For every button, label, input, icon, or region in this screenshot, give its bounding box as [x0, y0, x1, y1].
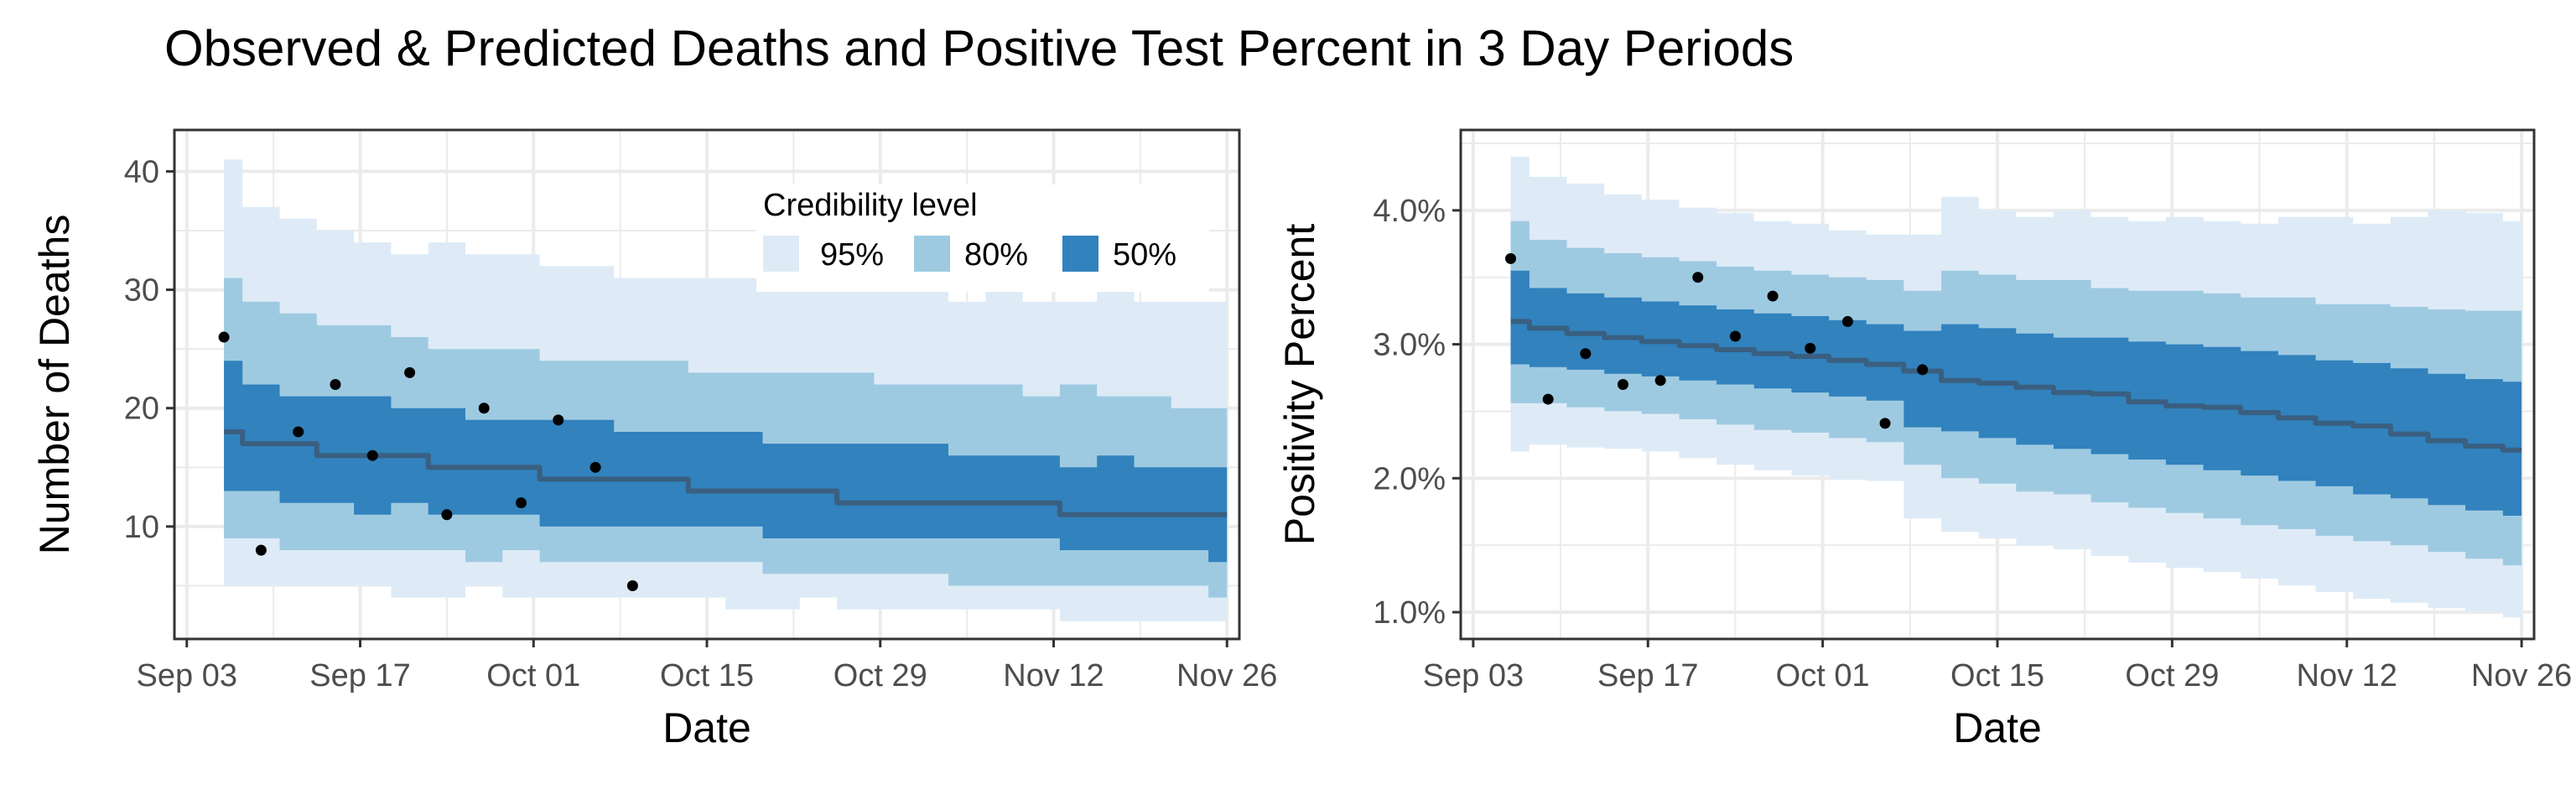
positivity-band-50: [1510, 270, 2522, 516]
deaths-x-tick-label: Oct 01: [486, 658, 580, 693]
legend-title: Credibility level: [763, 188, 978, 223]
positivity-x-tick-label: Sep 17: [1597, 658, 1698, 693]
deaths-band-50: [224, 361, 1228, 563]
positivity-x-tick-label: Oct 15: [1950, 658, 2044, 693]
positivity-x-tick-label: Nov 12: [2297, 658, 2397, 693]
positivity-observed-point: [1580, 348, 1592, 360]
deaths-y-axis-title: Number of Deaths: [31, 215, 78, 555]
deaths-y-tick-label: 20: [124, 392, 159, 427]
deaths-y-tick-label: 10: [124, 510, 159, 545]
deaths-observed-point: [330, 379, 341, 390]
legend-label-50: 50%: [1113, 237, 1176, 273]
positivity-x-tick-label: Oct 29: [2125, 658, 2219, 693]
positivity-x-tick-label: Sep 03: [1423, 658, 1524, 693]
positivity-x-axis-title: Date: [1953, 704, 2042, 751]
positivity-observed-point: [1729, 330, 1741, 342]
positivity-observed-point: [1692, 272, 1704, 283]
positivity-observed-point: [1617, 379, 1628, 390]
deaths-y-tick-label: 30: [124, 273, 159, 309]
deaths-x-tick-label: Oct 15: [660, 658, 754, 693]
positivity-x-tick-label: Nov 26: [2471, 658, 2572, 693]
deaths-y-tick-label: 40: [124, 154, 159, 190]
positivity-y-axis-title: Positivity Percent: [1276, 224, 1323, 546]
deaths-x-tick-label: Oct 29: [834, 658, 927, 693]
deaths-observed-point: [515, 497, 527, 509]
positivity-observed-point: [1917, 364, 1929, 376]
deaths-observed-point: [404, 366, 416, 378]
deaths-observed-point: [589, 461, 601, 473]
legend-background: [756, 184, 1209, 292]
legend-label-95: 95%: [820, 237, 884, 273]
positivity-observed-point: [1542, 393, 1554, 405]
positivity-observed-point: [1841, 315, 1853, 327]
positivity-observed-point: [1879, 418, 1891, 429]
legend-swatch-50: [1062, 236, 1098, 272]
legend-swatch-95: [763, 236, 799, 272]
positivity-observed-point: [1767, 290, 1779, 302]
positivity-observed-point: [1805, 342, 1816, 354]
deaths-observed-point: [255, 544, 267, 556]
positivity-observed-point: [1654, 375, 1666, 387]
legend-label-80: 80%: [964, 237, 1028, 273]
positivity-panel: 1.0% 2.0% 3.0% 4.0% Sep 03 Sep 17 Oct 01 Oct 15…: [1276, 128, 2572, 751]
positivity-y-tick-label: 1.0%: [1373, 595, 1446, 631]
deaths-median-line: [224, 429, 1228, 517]
positivity-observed-point: [1505, 252, 1517, 264]
deaths-x-tick-label: Sep 17: [309, 658, 410, 693]
deaths-observed-point: [553, 414, 564, 426]
deaths-x-axis-title: Date: [662, 704, 751, 751]
positivity-median-line: [1510, 319, 2522, 453]
positivity-y-tick-label: 2.0%: [1373, 461, 1446, 496]
positivity-x-tick-label: Oct 01: [1776, 658, 1870, 693]
deaths-x-tick-label: Sep 03: [137, 658, 237, 693]
deaths-observed-point: [626, 579, 638, 591]
legend-swatch-80: [914, 236, 950, 272]
positivity-y-tick-label: 4.0%: [1373, 194, 1446, 229]
deaths-observed-point: [366, 449, 378, 461]
deaths-x-tick-label: Nov 12: [1003, 658, 1104, 693]
deaths-observed-point: [441, 509, 453, 521]
deaths-observed-point: [218, 331, 230, 343]
deaths-observed-point: [293, 426, 304, 438]
deaths-x-tick-label: Nov 26: [1176, 658, 1277, 693]
positivity-y-tick-label: 3.0%: [1373, 328, 1446, 363]
legend: Credibility level 95% 80% 50%: [756, 184, 1209, 292]
deaths-observed-point: [478, 402, 490, 414]
chart-title: Observed & Predicted Deaths and Positive…: [164, 20, 1794, 76]
